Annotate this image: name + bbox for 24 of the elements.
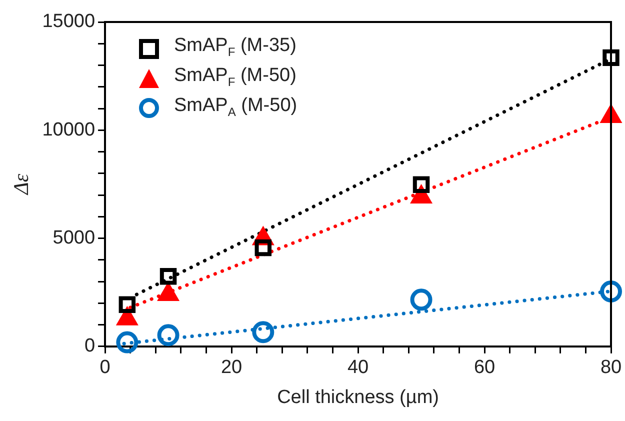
legend-label: SmAP$_{A}$ (M-50): [174, 94, 298, 120]
legend-label: SmAP$_{F}$ (M-50): [174, 64, 296, 91]
y-tick-label: 15000: [42, 11, 96, 32]
legend-label: SmAP$_{F}$ (M-35): [174, 34, 296, 61]
y-axis-title: Δε: [9, 173, 34, 196]
x-tick-label: 40: [347, 357, 369, 378]
x-axis-title: Cell thickness (µm): [277, 386, 439, 408]
point: [160, 268, 177, 285]
point: [410, 288, 432, 311]
x-tick-label: 20: [220, 357, 242, 378]
point: [252, 321, 274, 344]
point: [254, 239, 272, 256]
point: [412, 176, 430, 193]
y-tick-label: 0: [84, 336, 96, 357]
x-tick-label: 60: [474, 357, 496, 378]
point: [600, 280, 622, 302]
point: [602, 49, 620, 66]
point: [116, 331, 138, 354]
x-tick-label: 80: [600, 357, 622, 378]
point: [118, 296, 136, 314]
y-tick-label: 10000: [42, 119, 96, 140]
x-tick-label: 0: [100, 357, 110, 378]
point: [157, 324, 180, 346]
y-tick-label: 5000: [52, 228, 96, 248]
